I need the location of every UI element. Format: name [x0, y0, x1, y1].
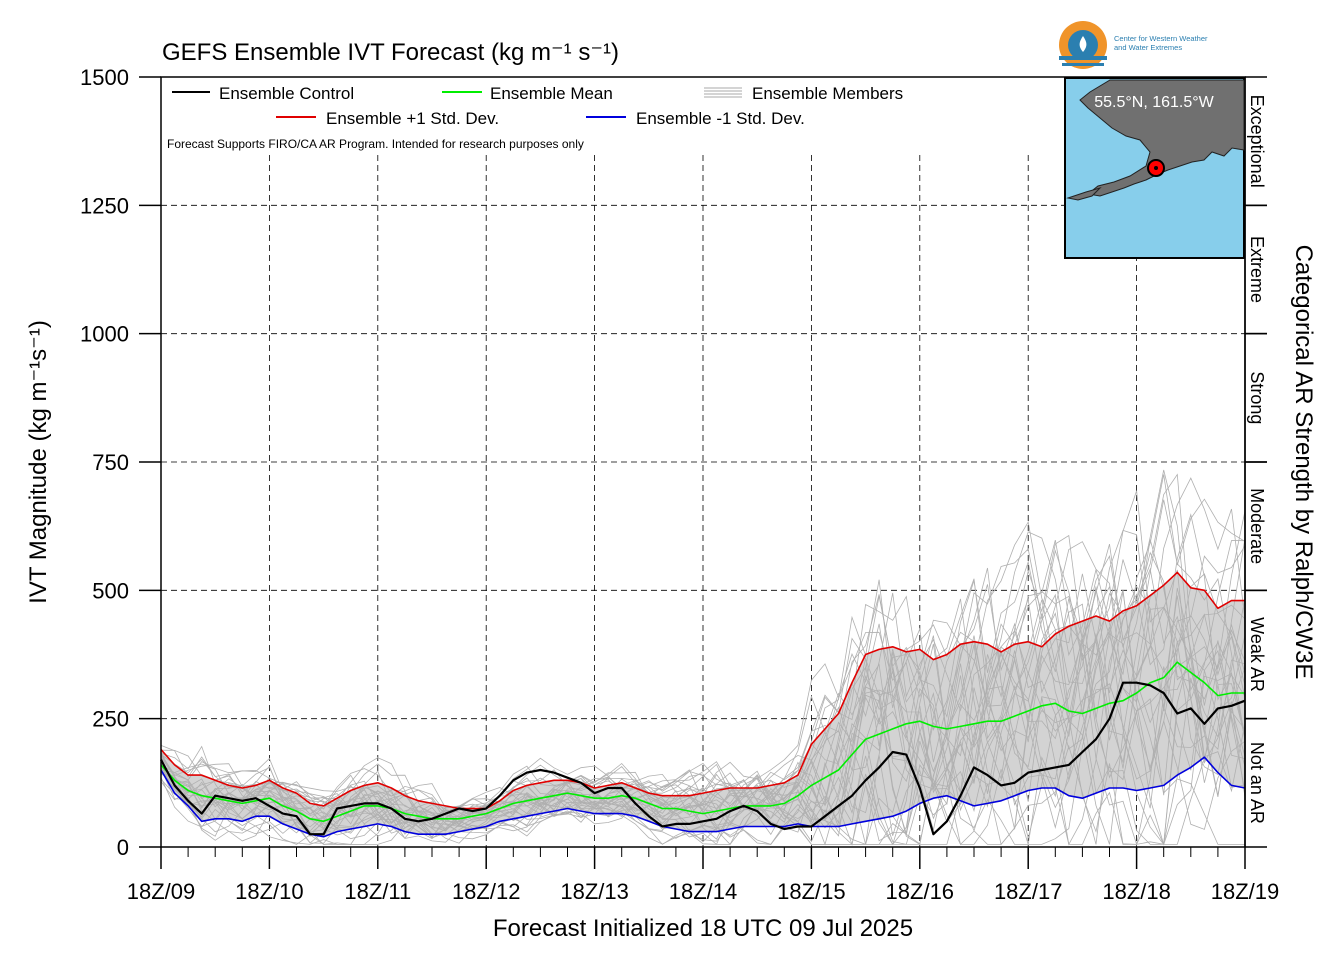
category-label: Extreme [1247, 236, 1267, 303]
ensemble-member-line [160, 510, 1246, 846]
legend: Ensemble Control Ensemble Mean Ensemble … [167, 84, 903, 151]
ensemble-member-line [160, 573, 1246, 831]
ensemble-member-line [160, 619, 1246, 840]
std-dev-spread-area [161, 572, 1245, 837]
ensemble-member-line [160, 584, 1246, 845]
legend-label-control: Ensemble Control [219, 84, 354, 103]
ar-category-axis: Not an AR Weak AR Moderate Strong Extreme Exc… [1244, 76, 1267, 848]
inset-location-label: 55.5°N, 161.5°W [1094, 94, 1214, 111]
ensemble-member-line [160, 634, 1246, 845]
category-label: Moderate [1247, 488, 1267, 564]
ensemble-member-line [160, 499, 1246, 845]
legend-label-plus-std: Ensemble +1 Std. Dev. [326, 109, 499, 128]
category-label: Strong [1247, 371, 1267, 424]
y-tick-label: 500 [92, 578, 129, 603]
x-tick-label: 18Z/18 [1102, 879, 1171, 904]
ensemble-member-line [160, 490, 1246, 845]
x-axis-label: Forecast Initialized 18 UTC 09 Jul 2025 [493, 915, 913, 942]
ensemble-member-line [160, 541, 1246, 845]
location-marker-dot [1154, 166, 1158, 170]
y-tick-label: 1500 [80, 65, 129, 90]
ensemble-member-line [160, 513, 1246, 846]
std-dev-fill [161, 572, 1245, 837]
legend-label-mean: Ensemble Mean [490, 84, 613, 103]
plus-std-line [160, 571, 1245, 810]
inset-island-chain [1066, 186, 1102, 201]
category-label: Exceptional [1247, 95, 1267, 188]
y-tick-label: 0 [117, 835, 129, 860]
y-tick-label: 1000 [80, 322, 129, 347]
grid-lines [161, 155, 1245, 847]
series-lines [160, 571, 1246, 838]
location-inset-map: 55.5°N, 161.5°W [1064, 77, 1245, 259]
y-axis-label: IVT Magnitude (kg m⁻¹s⁻¹) [25, 320, 52, 604]
y-tick-label: 1250 [80, 193, 129, 218]
x-tick-label: 18Z/13 [560, 879, 629, 904]
ensemble-member-lines [160, 469, 1246, 846]
control-line [160, 681, 1246, 836]
x-tick-label: 18Z/10 [235, 879, 304, 904]
y-tick-label: 250 [92, 707, 129, 732]
legend-label-members: Ensemble Members [752, 84, 903, 103]
right-axis-label: Categorical AR Strength by Ralph/CW3E [1290, 245, 1317, 680]
x-tick-label: 18Z/19 [1211, 879, 1280, 904]
research-note: Forecast Supports FIRO/CA AR Program. In… [167, 137, 584, 151]
ensemble-member-line [160, 540, 1246, 840]
logo-text-line2: and Water Extremes [1114, 43, 1182, 52]
mean-line [160, 661, 1245, 823]
ensemble-member-line [160, 477, 1246, 845]
x-tick-label: 18Z/11 [344, 879, 411, 904]
x-tick-label: 18Z/15 [777, 879, 846, 904]
minus-std-line [160, 756, 1246, 838]
legend-label-minus-std: Ensemble -1 Std. Dev. [636, 109, 805, 128]
y-axis-ticks: 0 250 500 750 1000 1250 1500 [80, 65, 161, 860]
legend-swatch-members [704, 87, 742, 98]
cw3e-logo: Center for Western Weather and Water Ext… [1059, 21, 1208, 69]
x-tick-label: 18Z/16 [886, 879, 955, 904]
ensemble-member-line [160, 548, 1246, 825]
category-label: Not an AR [1247, 742, 1267, 824]
inset-land [1079, 79, 1245, 197]
x-tick-label: 18Z/17 [994, 879, 1063, 904]
x-tick-label: 18Z/09 [127, 879, 196, 904]
ensemble-member-line [160, 540, 1246, 840]
category-label: Weak AR [1247, 617, 1267, 692]
x-tick-label: 18Z/12 [452, 879, 521, 904]
x-axis-ticks: 18Z/09 18Z/10 18Z/11 18Z/12 18Z/13 18Z/14 18Z/… [127, 847, 1280, 904]
logo-text-line1: Center for Western Weather [1114, 34, 1208, 43]
x-tick-label: 18Z/14 [669, 879, 738, 904]
chart-title: GEFS Ensemble IVT Forecast (kg m⁻¹ s⁻¹) [162, 39, 619, 66]
ensemble-member-line [160, 538, 1246, 846]
y-tick-label: 750 [92, 450, 129, 475]
ensemble-member-line [160, 534, 1246, 836]
ensemble-member-line [160, 643, 1246, 845]
ensemble-member-line [160, 473, 1246, 834]
